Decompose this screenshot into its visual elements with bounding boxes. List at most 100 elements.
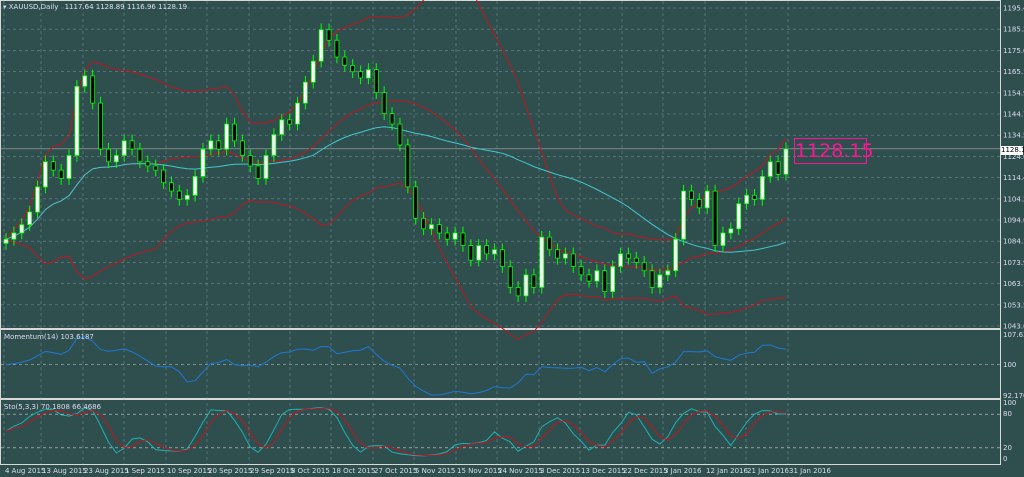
candle xyxy=(523,274,529,297)
candle xyxy=(90,75,96,104)
candle xyxy=(681,190,686,240)
date-tick-label: 31 Jan 2016 xyxy=(789,467,832,475)
candle xyxy=(42,161,48,188)
bollinger-upper xyxy=(5,0,787,241)
bollinger-middle xyxy=(5,100,787,271)
candle xyxy=(429,224,434,230)
date-tick-label: 18 Oct 2015 xyxy=(332,467,375,475)
candle xyxy=(507,266,513,288)
date-tick-label: 29 Sep 2015 xyxy=(250,467,294,475)
candle xyxy=(145,161,151,167)
candle xyxy=(11,232,17,240)
candle xyxy=(279,119,285,135)
stoch-tick-label: 0 xyxy=(1003,455,1007,463)
candle xyxy=(50,161,56,171)
candle xyxy=(586,274,592,282)
candle xyxy=(153,165,159,171)
candle xyxy=(626,253,631,259)
panel-frame xyxy=(0,399,1001,465)
price-tick-label: 1134.50 xyxy=(1003,132,1024,140)
candle xyxy=(555,249,560,259)
candle xyxy=(271,134,277,156)
date-tick-label: 12 Jan 2016 xyxy=(706,467,749,475)
candle xyxy=(484,245,490,255)
price-tick-label: 1175.00 xyxy=(1003,47,1024,55)
candle xyxy=(247,155,253,167)
momentum-tick-label: 107.6374 xyxy=(1003,331,1024,339)
candle xyxy=(302,81,308,104)
candle xyxy=(594,270,600,282)
date-tick-label: 13 Dec 2015 xyxy=(581,467,626,475)
candle xyxy=(421,217,426,230)
current-price-box: 1128.15 xyxy=(794,138,874,164)
candle xyxy=(610,266,616,293)
candle xyxy=(58,169,64,179)
candle xyxy=(657,274,663,288)
candle xyxy=(224,123,230,150)
candle xyxy=(602,270,608,293)
symbol-timeframe: XAUUSD,Daily xyxy=(8,3,59,11)
candle xyxy=(342,56,348,66)
candle xyxy=(98,102,103,150)
stoch-tick-label: 20 xyxy=(1003,444,1012,452)
price-tick-label: 1084.10 xyxy=(1003,238,1024,246)
candle xyxy=(3,238,9,244)
candle xyxy=(539,236,545,288)
candle xyxy=(562,253,568,259)
candle xyxy=(752,194,757,200)
candle xyxy=(137,148,143,163)
price-tick-label: 1094.00 xyxy=(1003,217,1024,225)
date-tick-label: 1 Sep 2015 xyxy=(125,467,165,475)
candle xyxy=(673,238,679,272)
candle xyxy=(767,161,773,177)
candle xyxy=(783,148,789,175)
candle xyxy=(618,253,623,267)
date-tick-label: 22 Dec 2015 xyxy=(623,467,668,475)
momentum-label: Momentum(14) 103.6187 xyxy=(4,333,94,341)
candle xyxy=(436,224,442,234)
candle xyxy=(381,92,387,114)
date-tick-label: 15 Nov 2015 xyxy=(457,467,502,475)
candle xyxy=(192,176,198,196)
price-tick-label: 1043.60 xyxy=(1003,323,1024,331)
candle xyxy=(366,69,371,79)
candle xyxy=(720,232,726,246)
stoch-tick-label: 80 xyxy=(1003,410,1012,418)
candle xyxy=(176,190,182,200)
price-tick-label: 1154.90 xyxy=(1003,89,1024,97)
candle xyxy=(476,245,482,261)
candle xyxy=(35,186,40,213)
candle xyxy=(216,140,222,150)
candle xyxy=(405,144,411,188)
candle xyxy=(326,29,332,41)
candle xyxy=(310,60,316,83)
candle xyxy=(452,232,458,240)
candle xyxy=(232,123,237,142)
candle xyxy=(531,274,537,288)
candle xyxy=(295,102,300,125)
candle xyxy=(19,224,25,234)
moving-average-line xyxy=(5,126,787,253)
candle xyxy=(121,140,127,156)
price-tick-label: 1185.20 xyxy=(1003,26,1024,34)
candle xyxy=(712,190,718,246)
candle xyxy=(358,71,363,79)
candle xyxy=(515,287,521,297)
candle xyxy=(74,85,80,156)
momentum-line xyxy=(5,336,787,396)
panel-frame xyxy=(0,0,1001,329)
candle xyxy=(161,169,166,184)
date-tick-label: 10 Sep 2015 xyxy=(167,467,211,475)
candle xyxy=(169,182,174,192)
candle xyxy=(82,75,88,87)
candle xyxy=(704,190,710,209)
collapse-triangle-icon[interactable]: ▾ xyxy=(3,3,7,11)
price-tick-label: 1104.20 xyxy=(1003,195,1024,203)
candle xyxy=(578,266,584,276)
momentum-tick-label: 100 xyxy=(1003,361,1016,369)
candle xyxy=(184,194,190,200)
candle xyxy=(633,257,639,263)
momentum-tick-label: 92.1706 xyxy=(1003,392,1024,400)
stoch-signal-line xyxy=(5,407,787,457)
